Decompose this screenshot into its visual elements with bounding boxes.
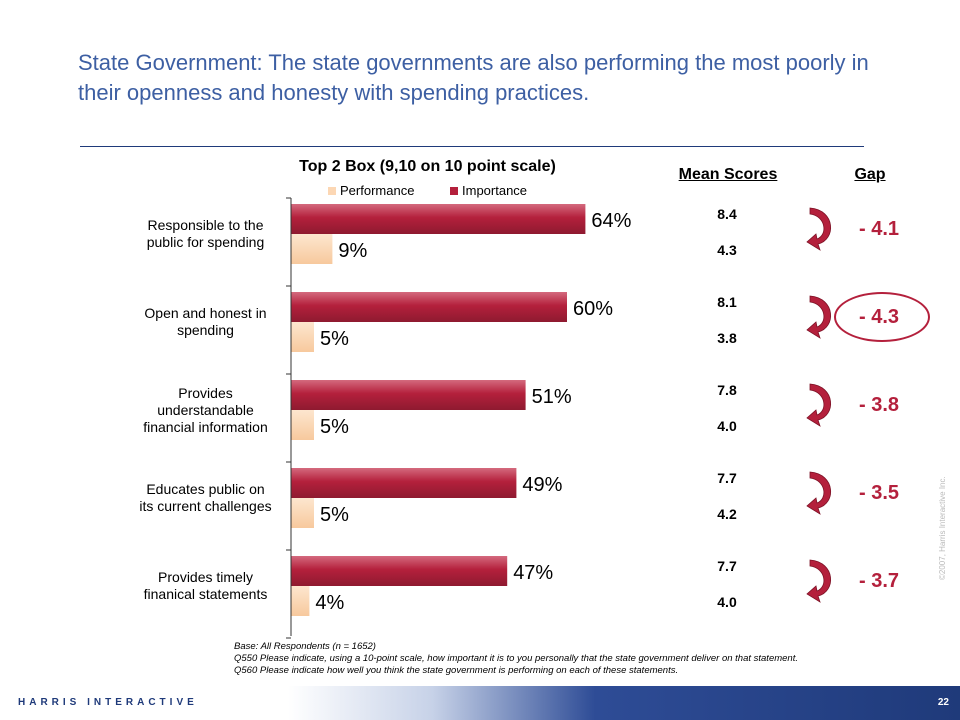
category-label: Open and honest in spending bbox=[128, 305, 283, 339]
category-label-line: Provides timely bbox=[158, 569, 253, 585]
gap-value: - 3.8 bbox=[858, 394, 900, 416]
mean-score-performance: 4.2 bbox=[717, 506, 737, 522]
bar-performance bbox=[291, 586, 310, 616]
curved-arrow-icon bbox=[806, 383, 832, 427]
footnote: Base: All Respondents (n = 1652) Q550 Pl… bbox=[234, 641, 949, 677]
footer-band bbox=[0, 686, 960, 720]
category-label-line: Educates public on bbox=[146, 481, 265, 497]
curved-arrow-icon bbox=[806, 295, 832, 339]
data-label-importance: 49% bbox=[522, 474, 562, 496]
bar-importance bbox=[291, 556, 508, 586]
bar-performance bbox=[291, 322, 314, 352]
mean-score-importance: 8.4 bbox=[717, 206, 737, 222]
mean-score-importance: 7.7 bbox=[717, 558, 737, 574]
gap-value: - 3.7 bbox=[858, 570, 900, 592]
legend-item-performance: Performance bbox=[328, 183, 414, 198]
data-label-importance: 64% bbox=[591, 210, 631, 232]
category-label-line: understandable bbox=[157, 401, 254, 418]
curved-arrow-icon bbox=[806, 471, 832, 515]
category-label: Provides timely finanical statements bbox=[128, 569, 283, 603]
mean-score-performance: 4.0 bbox=[717, 594, 737, 610]
bar-importance bbox=[291, 380, 526, 410]
gap-highlight-ellipse bbox=[834, 292, 930, 342]
data-label-importance: 60% bbox=[573, 298, 613, 320]
data-label-performance: 5% bbox=[320, 328, 349, 350]
data-label-performance: 5% bbox=[320, 416, 349, 438]
category-label: Educates public on its current challenges bbox=[128, 481, 283, 515]
curved-arrow-icon bbox=[806, 207, 832, 251]
gap-header: Gap bbox=[854, 166, 886, 183]
legend-label-performance: Performance bbox=[340, 183, 415, 198]
footnote-q560: Q560 Please indicate how well you think … bbox=[234, 665, 679, 676]
slide-title: State Government: The state governments … bbox=[78, 50, 869, 105]
data-label-performance: 9% bbox=[338, 240, 367, 262]
footnote-q550: Q550 Please indicate, using a 10-point s… bbox=[234, 653, 798, 664]
gap-value: - 4.1 bbox=[858, 218, 900, 240]
chart-title: Top 2 Box (9,10 on 10 point scale) bbox=[299, 158, 556, 175]
curved-arrow-icon bbox=[806, 559, 832, 603]
mean-score-performance: 4.3 bbox=[717, 242, 737, 258]
legend-item-importance: Importance bbox=[450, 183, 527, 198]
data-label-performance: 4% bbox=[315, 592, 344, 614]
brand-wordmark: HARRIS INTERACTIVE bbox=[18, 697, 198, 708]
category-label-line: Open and honest in bbox=[144, 305, 267, 321]
mean-score-importance: 7.7 bbox=[717, 470, 737, 486]
mean-score-performance: 4.0 bbox=[717, 418, 737, 434]
category-label: Provides understandable financial informat… bbox=[128, 385, 283, 436]
legend-swatch-performance bbox=[328, 187, 336, 195]
mean-scores-header: Mean Scores bbox=[678, 166, 778, 183]
footnote-base: Base: All Respondents (n = 1652) bbox=[234, 641, 376, 652]
category-label-line: spending bbox=[177, 322, 234, 338]
data-label-importance: 47% bbox=[513, 562, 553, 584]
legend-label-importance: Importance bbox=[462, 183, 528, 198]
category-label-line: Responsible to the bbox=[147, 217, 264, 233]
category-label-line: its current challenges bbox=[139, 498, 272, 514]
bar-performance bbox=[291, 498, 314, 528]
category-label-line: Provides bbox=[178, 384, 233, 401]
bar-importance bbox=[291, 292, 567, 322]
data-label-importance: 51% bbox=[532, 386, 572, 408]
bar-importance bbox=[291, 468, 517, 498]
mean-score-importance: 7.8 bbox=[717, 382, 737, 398]
gap-value: - 4.3 bbox=[858, 306, 900, 328]
page-number: 22 bbox=[937, 697, 949, 708]
category-label-line: financial information bbox=[143, 418, 268, 435]
mean-score-importance: 8.1 bbox=[717, 294, 737, 310]
legend-swatch-importance bbox=[450, 187, 458, 195]
data-label-performance: 5% bbox=[320, 504, 349, 526]
bar-importance bbox=[291, 204, 586, 234]
gap-value: - 3.5 bbox=[858, 482, 900, 504]
category-label-line: public for spending bbox=[146, 234, 265, 250]
category-label-line: finanical statements bbox=[143, 586, 268, 602]
copyright-notice: ©2007, Harris Interactive Inc. bbox=[938, 476, 947, 580]
bar-performance bbox=[291, 234, 333, 264]
title-divider bbox=[80, 146, 864, 147]
mean-score-performance: 3.8 bbox=[717, 330, 737, 346]
category-label: Responsible to the public for spending bbox=[128, 217, 283, 251]
bar-performance bbox=[291, 410, 314, 440]
